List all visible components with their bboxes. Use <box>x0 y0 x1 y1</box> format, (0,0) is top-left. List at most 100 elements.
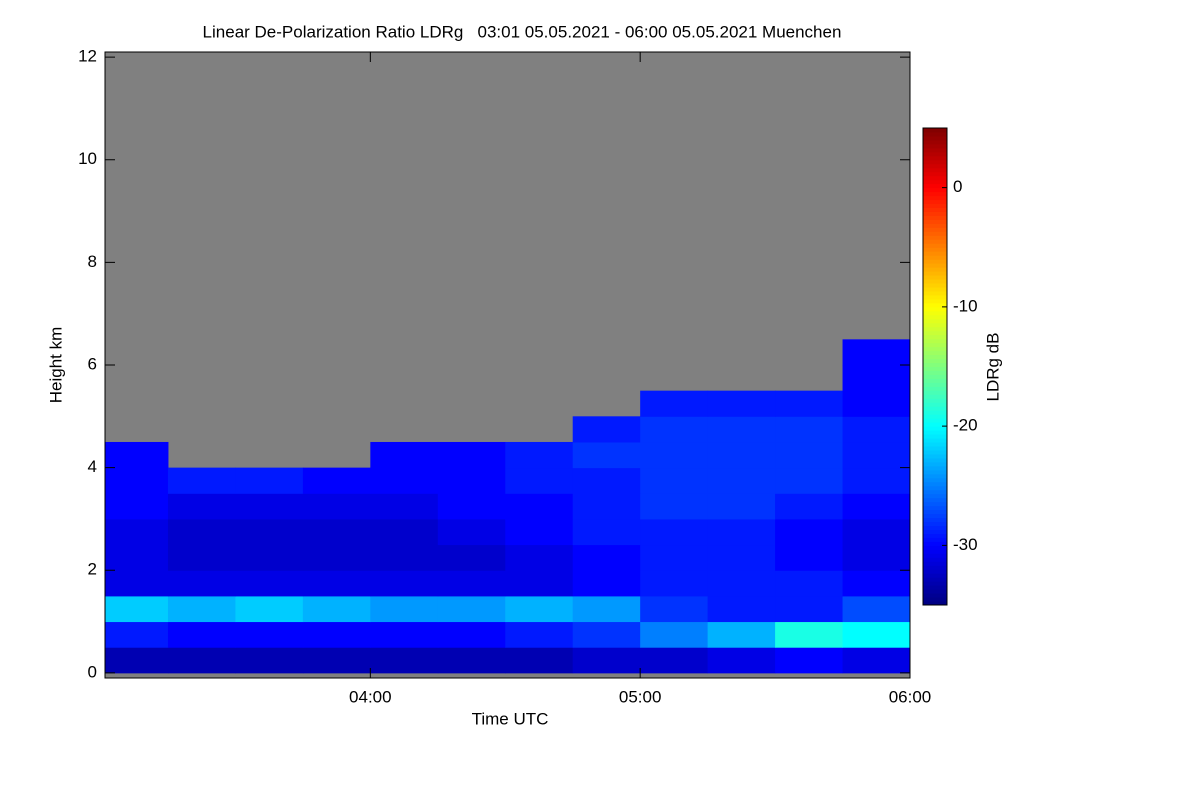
heatmap-cell <box>437 441 506 469</box>
heatmap-cell <box>505 621 574 648</box>
heatmap-cell <box>370 544 439 571</box>
heatmap-cell <box>572 544 641 571</box>
heatmap-cell <box>640 621 709 648</box>
heatmap-cell <box>775 467 844 494</box>
colorbar-segment <box>923 521 947 526</box>
colorbar-segment <box>923 370 947 375</box>
heatmap-cell <box>302 595 371 623</box>
colorbar-segment <box>923 326 947 332</box>
heatmap-cell <box>842 467 911 494</box>
colorbar-segment <box>923 147 947 153</box>
colorbar-segment <box>923 509 947 515</box>
colorbar-segment <box>923 485 947 491</box>
heatmap-cell <box>640 390 709 417</box>
y-tick-label: 10 <box>78 149 97 168</box>
colorbar-segment <box>923 207 947 212</box>
heatmap-cell <box>437 467 506 494</box>
colorbar-segment <box>923 318 947 324</box>
heatmap-cell <box>235 595 304 623</box>
colorbar-segment <box>923 493 947 499</box>
colorbar-segment <box>923 155 947 161</box>
colorbar-segment <box>923 414 947 419</box>
colorbar-segment <box>923 338 947 344</box>
heatmap-cell <box>707 518 776 546</box>
colorbar-segment <box>923 394 947 399</box>
x-tick-label: 04:00 <box>349 687 392 706</box>
colorbar-segment <box>923 561 947 566</box>
colorbar-frame <box>922 127 948 606</box>
heatmap-cell <box>842 595 911 623</box>
heatmap-cell <box>842 441 911 469</box>
heatmap-cell <box>235 467 304 494</box>
heatmap-cell <box>842 390 911 417</box>
colorbar-segment <box>923 553 947 558</box>
colorbar-segment <box>923 231 947 236</box>
heatmap-cell <box>842 416 911 443</box>
colorbar-segment <box>923 473 947 479</box>
colorbar-segment <box>923 402 947 407</box>
colorbar-segment <box>923 505 947 511</box>
heatmap-cell <box>235 493 304 520</box>
heatmap-cell <box>640 647 709 674</box>
colorbar-segment <box>923 219 947 224</box>
heatmap-cell <box>640 441 709 469</box>
colorbar-segment <box>923 549 947 554</box>
heatmap-cell <box>775 416 844 443</box>
x-tick-label: 05:00 <box>619 687 662 706</box>
colorbar-segment <box>923 259 947 264</box>
colorbar-segment <box>923 386 947 391</box>
heatmap-cell <box>370 595 439 623</box>
colorbar-segment <box>923 533 947 538</box>
heatmap-cell <box>302 467 371 494</box>
heatmap-cell <box>437 647 506 674</box>
colorbar-segment <box>923 334 947 340</box>
heatmap-cell <box>302 518 371 546</box>
heatmap-cell <box>775 441 844 469</box>
heatmap-cell <box>437 570 506 597</box>
heatmap-cell <box>105 493 169 520</box>
colorbar-segment <box>923 247 947 252</box>
heatmap-cell <box>167 544 236 571</box>
y-tick-label: 12 <box>78 47 97 66</box>
heatmap-cell <box>842 493 911 520</box>
heatmap-cell <box>640 416 709 443</box>
colorbar-segment <box>923 139 947 145</box>
heatmap-cell <box>167 518 236 546</box>
colorbar-segment <box>923 537 947 542</box>
colorbar-segment <box>923 294 947 300</box>
colorbar-segment <box>923 497 947 503</box>
heatmap-cell <box>437 595 506 623</box>
heatmap-cell <box>842 365 911 392</box>
colorbar-segment <box>923 171 947 177</box>
colorbar-segment <box>923 517 947 523</box>
heatmap-cell <box>572 467 641 494</box>
colorbar-segment <box>923 577 947 582</box>
colorbar-tick-label: 0 <box>953 177 962 196</box>
heatmap-cell <box>640 493 709 520</box>
colorbar-segment <box>923 310 947 316</box>
x-axis-label: Time UTC <box>472 709 549 728</box>
colorbar-segment <box>923 215 947 220</box>
heatmap-cell <box>437 493 506 520</box>
heatmap-cell <box>842 647 911 674</box>
colorbar-segment <box>923 477 947 483</box>
colorbar-segment <box>923 223 947 228</box>
colorbar-segment <box>923 410 947 415</box>
colorbar-segment <box>923 151 947 157</box>
heatmap-cell <box>505 570 574 597</box>
colorbar-segment <box>923 255 947 260</box>
heatmap-cell <box>505 518 574 546</box>
colorbar-segment <box>923 569 947 574</box>
heatmap-cell <box>640 544 709 571</box>
colorbar-segment <box>923 557 947 562</box>
y-tick-label: 0 <box>88 662 97 681</box>
heatmap-cell <box>302 493 371 520</box>
heatmap-cell <box>105 467 169 494</box>
colorbar-segment <box>923 163 947 169</box>
heatmap-cell <box>167 570 236 597</box>
heatmap-cell <box>842 518 911 546</box>
heatmap-cell <box>167 595 236 623</box>
colorbar-segment <box>923 573 947 578</box>
heatmap-cell <box>437 518 506 546</box>
heatmap-cell <box>775 570 844 597</box>
